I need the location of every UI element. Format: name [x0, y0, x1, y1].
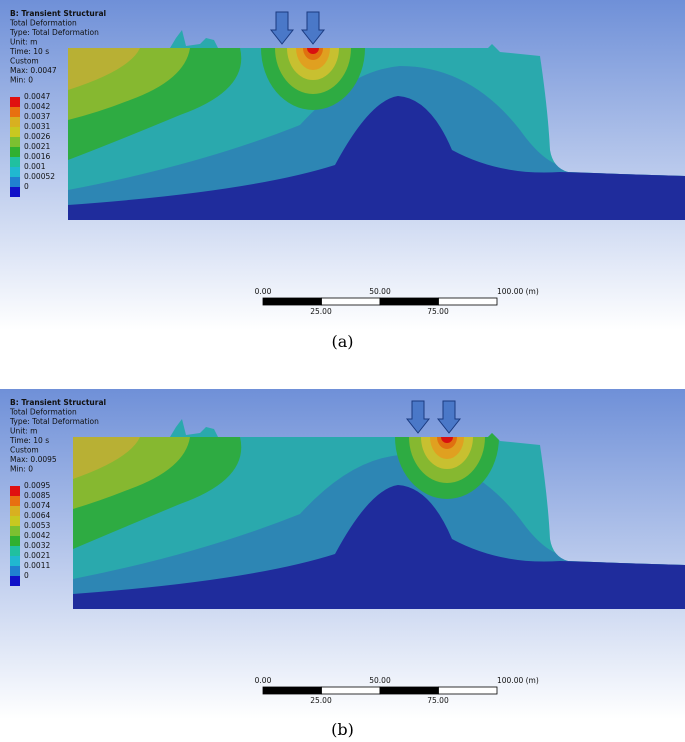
scale-label: 100.00 (m) [497, 676, 539, 685]
legend-label: 0.0074 [24, 501, 50, 510]
info-line: Max: 0.0095 [10, 455, 57, 464]
info-line: Unit: m [10, 38, 37, 47]
info-line: Time: 10 s [9, 47, 49, 56]
region [73, 485, 685, 609]
legend-label: 0.0031 [24, 122, 50, 131]
scale-segment [379, 297, 439, 306]
legend-label: 0.00052 [24, 172, 55, 181]
legend-swatch [10, 526, 20, 536]
load-arrow [405, 400, 431, 434]
legend-label: 0.0026 [24, 132, 50, 141]
caption: (b) [331, 720, 354, 739]
legend-label: 0.0047 [24, 92, 50, 101]
info-line: B: Transient Structural [10, 398, 106, 407]
info-line: Total Deformation [9, 408, 77, 417]
legend-swatch [10, 127, 20, 137]
info-line: Total Deformation [9, 19, 77, 28]
info-line: Max: 0.0047 [10, 66, 57, 75]
load-arrow [300, 11, 326, 45]
scale-segment [321, 686, 381, 695]
legend-label: 0.0037 [24, 112, 50, 121]
scale-segment [438, 686, 498, 695]
info-line: Min: 0 [10, 76, 33, 85]
info-line: Time: 10 s [9, 436, 49, 445]
legend-swatch [10, 97, 20, 107]
legend-swatch [10, 187, 20, 197]
scale-segment [262, 297, 322, 306]
legend-swatch [10, 516, 20, 526]
info-line: Min: 0 [10, 465, 33, 474]
legend-label: 0.0021 [24, 551, 50, 560]
legend-swatch [10, 147, 20, 157]
info-line: Custom [10, 57, 39, 66]
region [73, 437, 140, 479]
legend-label: 0.0064 [24, 511, 50, 520]
legend-label: 0.0011 [24, 561, 50, 570]
legend-swatch [10, 117, 20, 127]
scale-label: 0.00 [255, 287, 272, 296]
scale-label: 25.00 [310, 307, 332, 316]
legend-swatch [10, 566, 20, 576]
legend-label: 0 [24, 182, 29, 191]
legend-swatch [10, 556, 20, 566]
legend-label: 0.0095 [24, 481, 50, 490]
legend-swatch [10, 157, 20, 167]
legend-label: 0.0042 [24, 531, 50, 540]
load-arrow [269, 11, 295, 45]
legend-label: 0.0042 [24, 102, 50, 111]
region [68, 96, 685, 220]
legend-label: 0.0032 [24, 541, 50, 550]
legend-swatch [10, 546, 20, 556]
legend-swatch [10, 496, 20, 506]
scale-label: 50.00 [369, 287, 391, 296]
info-line: Custom [10, 446, 39, 455]
legend-swatch [10, 486, 20, 496]
scale-label: 25.00 [310, 696, 332, 705]
scale-label: 75.00 [427, 696, 449, 705]
scale-segment [321, 297, 381, 306]
legend-label: 0 [24, 571, 29, 580]
scale-label: 75.00 [427, 307, 449, 316]
legend-label: 0.001 [24, 162, 46, 171]
legend-swatch [10, 167, 20, 177]
region [68, 48, 140, 90]
legend-label: 0.0016 [24, 152, 50, 161]
scale-label: 100.00 (m) [497, 287, 539, 296]
legend-swatch [10, 506, 20, 516]
legend-swatch [10, 536, 20, 546]
legend-swatch [10, 177, 20, 187]
legend-label: 0.0021 [24, 142, 50, 151]
info-line: Type: Total Deformation [9, 28, 99, 37]
info-line: Unit: m [10, 427, 37, 436]
legend-swatch [10, 107, 20, 117]
scale-label: 50.00 [369, 676, 391, 685]
info-line: Type: Total Deformation [9, 417, 99, 426]
legend-label: 0.0085 [24, 491, 50, 500]
legend-swatch [10, 576, 20, 586]
legend-swatch [10, 137, 20, 147]
model [73, 419, 685, 609]
scale-segment [438, 297, 498, 306]
legend-label: 0.0053 [24, 521, 50, 530]
scale-label: 0.00 [255, 676, 272, 685]
info-line: B: Transient Structural [10, 9, 106, 18]
load-arrow [436, 400, 462, 434]
caption: (a) [331, 332, 354, 351]
scale-segment [379, 686, 439, 695]
scale-segment [262, 686, 322, 695]
